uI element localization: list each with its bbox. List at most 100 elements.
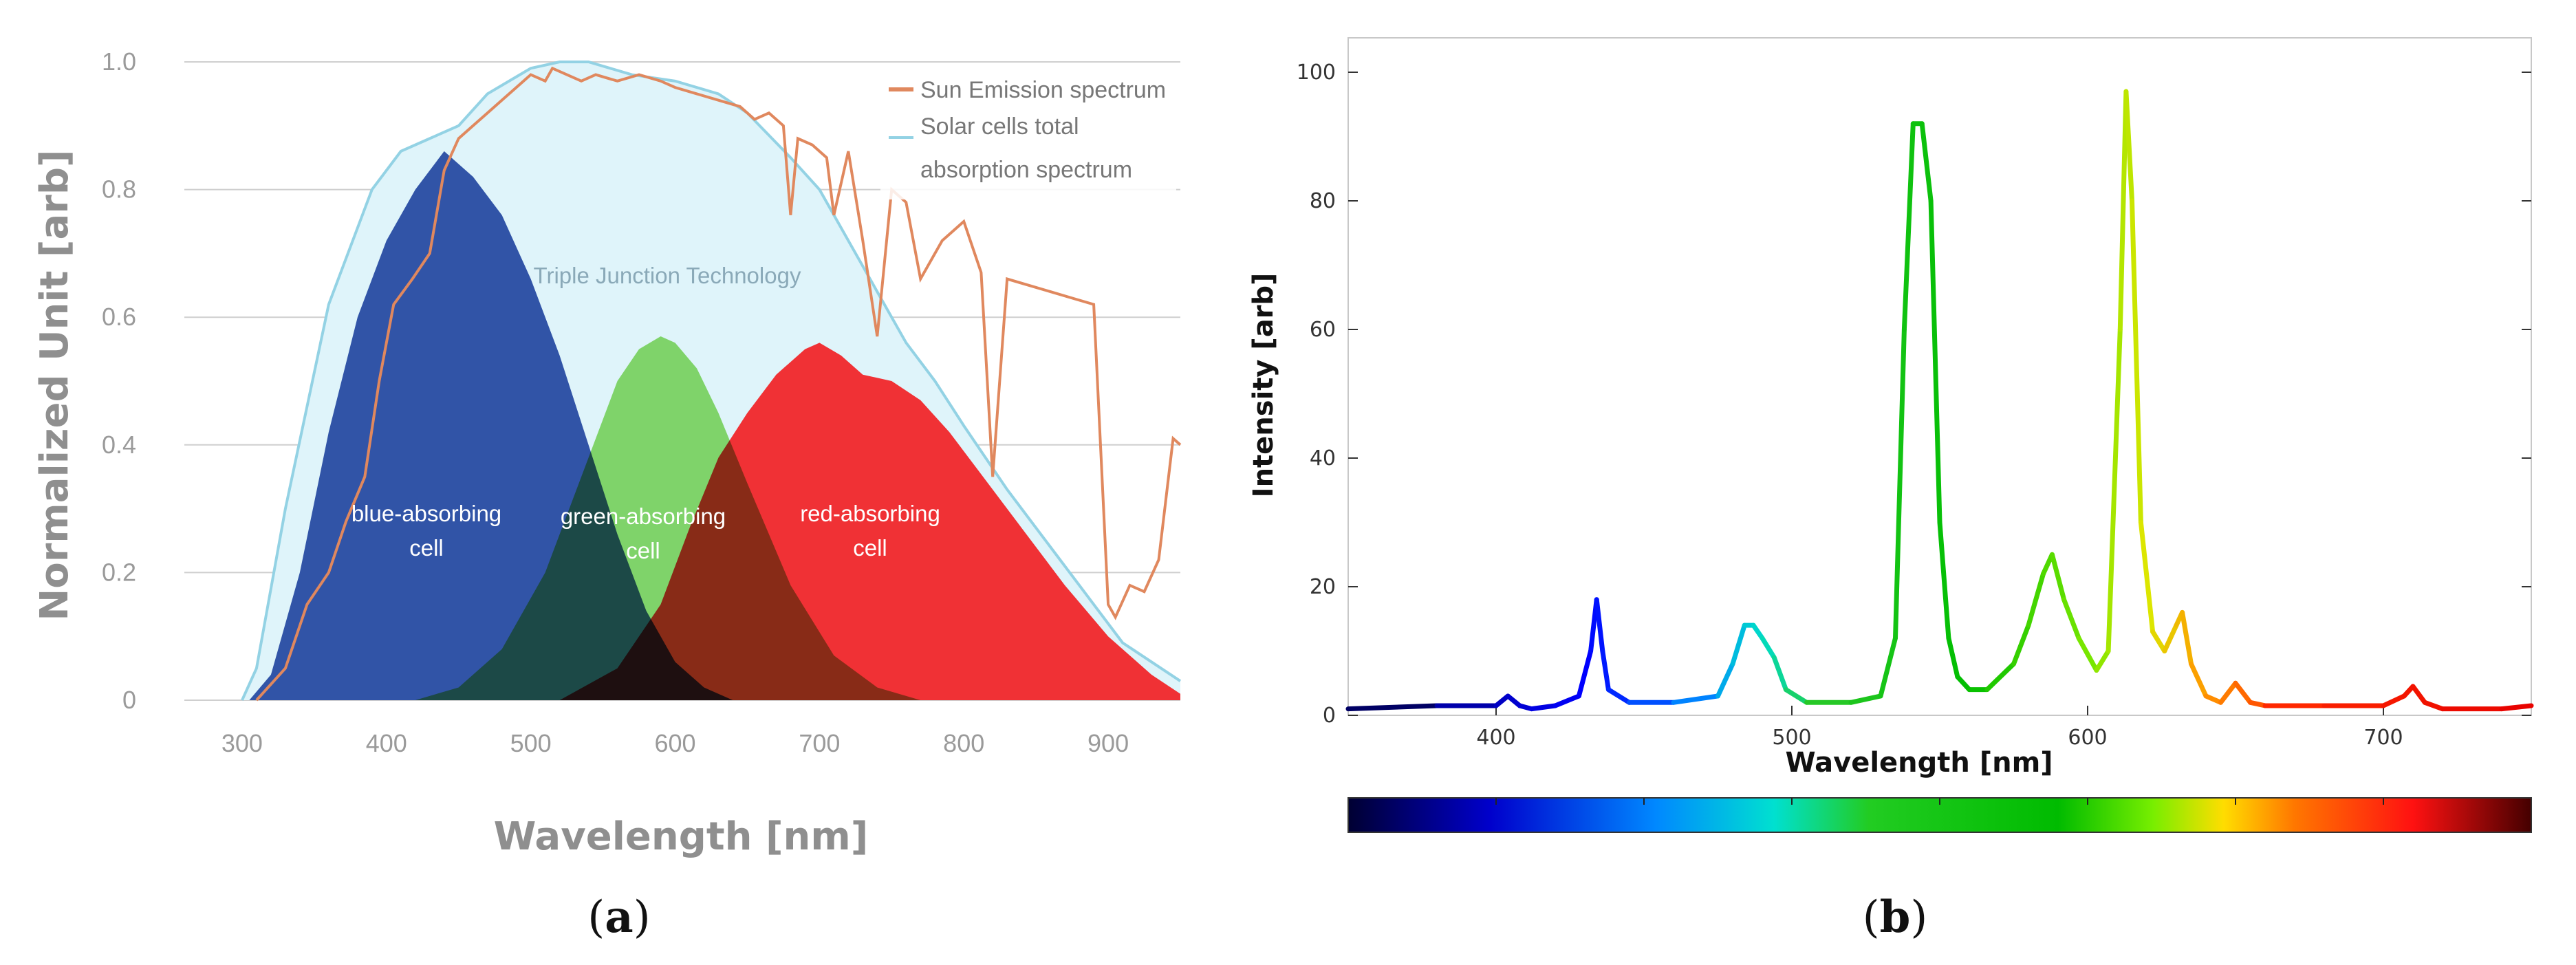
intensity-line-segment	[2130, 198, 2143, 525]
intensity-line-segment	[1751, 622, 1765, 641]
intensity-line-segment	[2381, 693, 2407, 708]
panel-b-ytick-label: 0	[1323, 704, 1336, 728]
panel-a-ytick-label: 0.8	[102, 175, 136, 204]
panel-a-legend-box	[880, 69, 1176, 199]
sun-emission-line	[255, 66, 1182, 702]
intensity-line-segment	[2218, 680, 2238, 705]
intensity-line-segment	[1955, 674, 1972, 693]
panel-b-plot-area	[1347, 37, 2532, 716]
intensity-line-segment	[2076, 636, 2099, 673]
panel-a-xtick-label: 600	[654, 729, 695, 757]
panel-a-xlabel: Wavelength [nm]	[494, 814, 869, 859]
intensity-line-segment	[2248, 700, 2268, 708]
intensity-line-segment	[1928, 198, 1942, 525]
intensity-line-segment	[2233, 680, 2253, 705]
intensity-line-segment	[1576, 649, 1594, 699]
intensity-line-segment	[1760, 636, 1777, 660]
panel-a-lines	[241, 61, 1182, 702]
panel-a-ytick-label: 0.2	[102, 558, 136, 586]
panel-a-letter: a	[605, 891, 633, 943]
panel-a-xtick-label: 800	[943, 729, 984, 757]
intensity-line-segment	[1848, 693, 1883, 705]
panel-a-annotation-technology: Triple Junction Technology	[534, 263, 801, 288]
panel-b-xtick-label: 500	[1772, 726, 1811, 750]
legend-entry-sun: Sun Emission spectrum	[920, 77, 1166, 103]
intensity-line-segment	[1984, 661, 2016, 693]
panel-a-legend: Sun Emission spectrum Solar cells total …	[880, 69, 1176, 199]
intensity-line-segment	[2117, 89, 2129, 332]
intensity-line-segment	[2150, 629, 2167, 653]
panel-b-chart: 0 20 40 60 80 100 400 500 600 700 Intensity [arb]…	[1248, 37, 2534, 833]
panel-a-annotation-red-1: red-absorbing	[800, 501, 940, 526]
panel-b-ytick-label: 80	[1310, 189, 1336, 213]
intensity-line-segment	[1893, 327, 1907, 641]
intensity-line-segment	[1901, 121, 1916, 332]
panel-a-xtick-label: 700	[799, 729, 840, 757]
panel-a-annotation-blue-2: cell	[409, 535, 444, 561]
panel-a-annotation-green-2: cell	[626, 538, 660, 563]
total-absorption-line	[241, 61, 1182, 701]
intensity-line-segment	[2011, 622, 2031, 666]
panel-a-caption: (a)	[587, 891, 650, 943]
intensity-line-segment	[1919, 121, 1934, 204]
blue-absorbing-area	[249, 151, 733, 701]
panel-a-xtick-label: 900	[1087, 729, 1129, 757]
panel-a-ytick-label: 1.0	[102, 47, 136, 76]
panel-a-chart: 0 0.2 0.4 0.6 0.8 1.0 300 400 500 600 700 800 900 No…	[32, 47, 1182, 859]
intensity-line-segment	[1594, 597, 1605, 653]
intensity-line-segment	[1730, 622, 1747, 666]
intensity-line-segment	[2026, 571, 2046, 628]
intensity-line-segment	[2180, 609, 2194, 666]
intensity-line-segment	[2499, 703, 2534, 712]
panel-a-xtick-label: 500	[510, 729, 552, 757]
intensity-line-segment	[1937, 520, 1951, 641]
panel-b-ylabel: Intensity [arb]	[1248, 273, 1279, 498]
intensity-line-segment	[2094, 649, 2111, 673]
panel-b-ytick-label: 60	[1310, 318, 1336, 342]
intensity-line-segment	[2203, 693, 2223, 705]
intensity-line-segment	[2422, 700, 2445, 712]
intensity-line-segment	[1878, 636, 1898, 699]
panel-a-xtick-label: 300	[221, 729, 263, 757]
intensity-line-segment	[2162, 622, 2179, 653]
panel-b-xtick-label: 700	[2363, 726, 2403, 750]
panel-a-ytick-label: 0.6	[102, 303, 136, 331]
intensity-line-segment	[1600, 649, 1611, 693]
panel-b-lines	[1345, 89, 2534, 712]
intensity-line-segment	[1345, 703, 1440, 712]
intensity-line-segment	[1783, 687, 1809, 705]
intensity-line-segment	[1771, 655, 1788, 693]
intensity-line-segment	[1529, 703, 1558, 712]
panel-b-tick-labels: 0 20 40 60 80 100 400 500 600 700	[1297, 61, 2531, 750]
panel-a-xtick-label: 400	[366, 729, 407, 757]
panel-a-ytick-label: 0	[122, 686, 136, 714]
intensity-line-segment	[2189, 661, 2209, 699]
intensity-line-segment	[2138, 520, 2156, 634]
intensity-line-segment	[2106, 327, 2123, 653]
panel-b-letter: b	[1880, 891, 1911, 943]
panel-a-areas	[241, 62, 1180, 701]
intensity-line-segment	[1715, 661, 1735, 699]
panel-a-tick-labels: 0 0.2 0.4 0.6 0.8 1.0 300 400 500 600 700 800 900	[102, 47, 1129, 757]
panel-b-xlabel: Wavelength [nm]	[1785, 747, 2053, 779]
panel-b-ytick-label: 20	[1310, 575, 1336, 599]
legend-entry-total-1: Solar cells total	[920, 113, 1079, 140]
intensity-line-segment	[2410, 684, 2427, 705]
panel-b-xtick-label: 600	[2068, 726, 2107, 750]
intensity-line-segment	[1671, 693, 1720, 705]
intensity-line-segment	[1946, 636, 1960, 680]
legend-entry-total-2: absorption spectrum	[920, 157, 1132, 183]
intensity-line-segment	[2049, 552, 2067, 603]
intensity-line-segment	[1505, 693, 1522, 708]
intensity-line-segment	[1493, 693, 1511, 708]
panel-a-annotation-green-1: green-absorbing	[561, 503, 726, 529]
panel-a-ylabel: Normalized Unit [arb]	[32, 149, 77, 620]
intensity-line-segment	[2123, 89, 2134, 204]
intensity-line-segment	[1605, 687, 1632, 705]
panel-b-xtick-label: 400	[1476, 726, 1515, 750]
panel-b-ytick-label: 100	[1297, 61, 1336, 85]
panel-b-caption: (b)	[1863, 891, 1928, 943]
panel-a-ytick-label: 0.4	[102, 431, 136, 459]
intensity-line-segment	[1552, 693, 1581, 708]
